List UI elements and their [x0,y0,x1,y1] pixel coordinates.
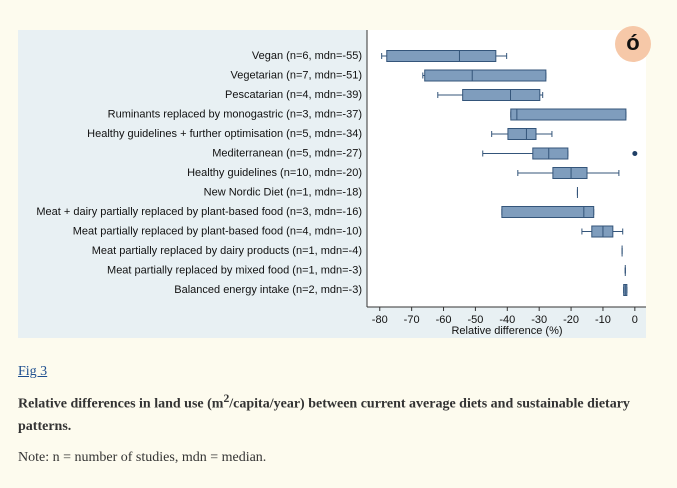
x-tick-label: -70 [404,314,420,326]
y-tick-label: Pescatarian (n=4, mdn=-39) [225,89,362,101]
box [510,108,627,121]
x-tick-label: -30 [531,314,547,326]
figure-title: Relative differences in land use (m2/cap… [18,388,658,438]
x-tick-label: -50 [467,314,483,326]
badge[interactable] [615,26,651,62]
x-tick-label: -60 [436,314,452,326]
y-tick-label: Balanced energy intake (n=2, mdn=-3) [174,284,362,296]
title-text: /capita/year) between current average di… [18,396,630,434]
x-tick-label: 0 [632,314,638,326]
chart: ó Relative difference (%) -80 -70 -60 -50 -4… [18,26,651,338]
box [424,69,547,82]
x-axis-label: Relative difference (%) [451,325,562,337]
box [532,147,569,160]
y-tick-label: Meat partially replaced by plant-based f… [73,225,362,237]
y-tick-label: Healthy guidelines (n=10, mdn=-20) [187,167,362,179]
figure-link[interactable]: Fig 3 [18,364,48,379]
box [552,167,588,179]
y-tick-label: Ruminants replaced by monogastric (n=3, … [108,108,362,120]
y-tick-label: Healthy guidelines + further optimisatio… [87,128,362,140]
title-text: Relative differences in land use (m [18,396,224,412]
title-superscript: 2 [223,392,230,405]
y-tick-label: Mediterranean (n=5, mdn=-27) [212,147,362,159]
y-tick-label: New Nordic Diet (n=1, mdn=-18) [204,186,362,198]
y-tick-label: Vegan (n=6, mdn=-55) [252,50,362,62]
box [462,89,541,101]
outlier [632,151,638,156]
caption: Fig 3 Relative differences in land use (… [18,364,658,466]
x-tick-label: -10 [595,314,611,326]
box [386,50,497,62]
x-tick-label: -40 [499,314,515,326]
figure-note: Note: n = number of studies, mdn = media… [18,449,267,465]
x-tick-label: -20 [563,314,579,326]
y-tick-label: Meat partially replaced by mixed food (n… [107,264,362,276]
y-tick-label: Vegetarian (n=7, mdn=-51) [231,69,362,81]
box [591,225,614,238]
box [507,128,537,140]
box [501,206,595,218]
badge-icon[interactable]: ó [626,30,639,55]
y-tick-label: Meat + dairy partially replaced by plant… [36,206,362,218]
x-tick-label: -80 [372,314,388,326]
y-tick-label: Meat partially replaced by dairy product… [92,245,362,257]
